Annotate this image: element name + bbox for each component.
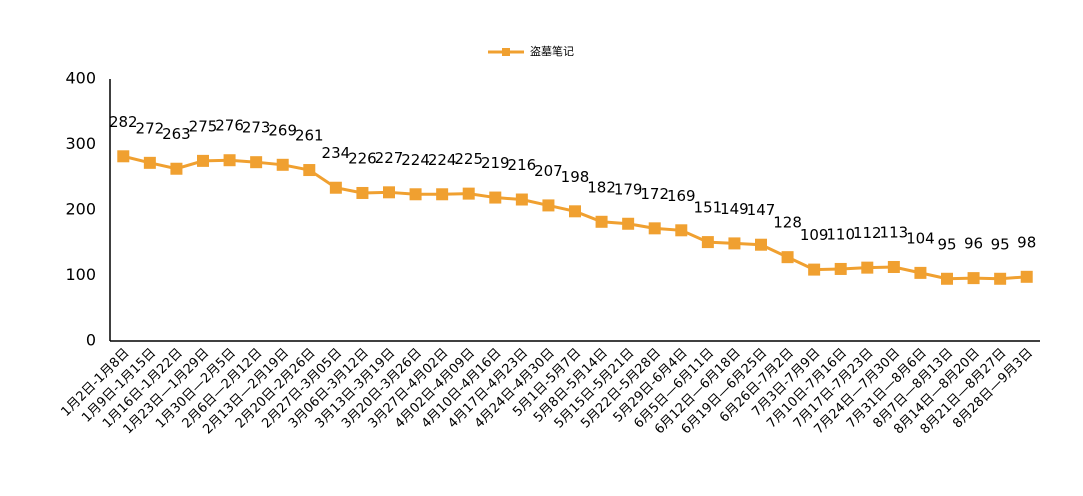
point [462,187,475,200]
point [117,150,130,163]
value-label: 198 [561,168,590,186]
value-label: 113 [880,223,909,241]
point [781,251,794,264]
value-label: 151 [694,199,723,217]
point [489,191,502,204]
legend-marker [502,48,510,56]
point [914,266,927,279]
legend-label: 盗墓笔记 [530,44,574,58]
value-label: 104 [906,229,935,247]
point [941,272,953,285]
value-label: 273 [242,119,271,137]
value-label: 96 [964,235,983,253]
value-label: 149 [720,200,749,218]
point [569,205,581,218]
value-label: 227 [375,149,404,167]
value-label: 112 [853,224,882,242]
point [648,222,661,235]
y-tick-label: 0 [86,331,96,350]
point [808,263,821,276]
y-tick-label: 200 [65,200,96,219]
point [728,237,741,250]
point [356,186,369,199]
value-label: 179 [614,180,643,198]
point [622,217,635,230]
point [223,154,236,167]
value-label: 109 [800,226,829,244]
y-tick-label: 300 [65,134,96,153]
point [197,154,209,167]
point [436,188,449,201]
point [701,236,714,249]
value-label: 147 [747,201,776,219]
value-label: 225 [454,150,483,168]
value-label: 272 [136,119,165,137]
value-label: 263 [162,125,191,143]
value-label: 95 [991,235,1010,253]
value-label: 207 [534,162,563,180]
value-label: 95 [937,235,956,253]
point [755,238,767,251]
value-label: 216 [508,156,537,174]
value-label: 219 [481,154,510,172]
point [143,156,156,169]
point [276,158,289,171]
point [1020,270,1033,283]
point [329,181,342,194]
value-label: 234 [322,144,351,162]
point [515,193,528,206]
value-label: 269 [268,121,297,139]
value-label: 261 [295,127,324,145]
value-label: 224 [401,151,430,169]
point [861,261,874,274]
point [675,224,688,237]
value-label: 282 [109,113,138,131]
point [994,272,1007,285]
value-label: 182 [587,178,616,196]
point [967,272,980,285]
value-label: 224 [428,151,457,169]
point [383,186,395,199]
value-label: 98 [1017,233,1036,251]
point [170,162,183,175]
y-tick-label: 400 [65,69,96,88]
value-label: 110 [826,225,855,243]
point [887,260,900,273]
point [542,199,555,212]
y-tick-label: 100 [65,265,96,284]
value-label: 128 [773,214,802,232]
point [303,164,316,177]
value-label: 172 [640,185,669,203]
point [250,156,263,169]
point [834,262,847,275]
value-label: 276 [215,117,244,135]
value-label: 169 [667,187,696,205]
point [595,215,608,228]
value-label: 275 [189,117,218,135]
value-label: 226 [348,149,377,167]
point [409,188,422,201]
